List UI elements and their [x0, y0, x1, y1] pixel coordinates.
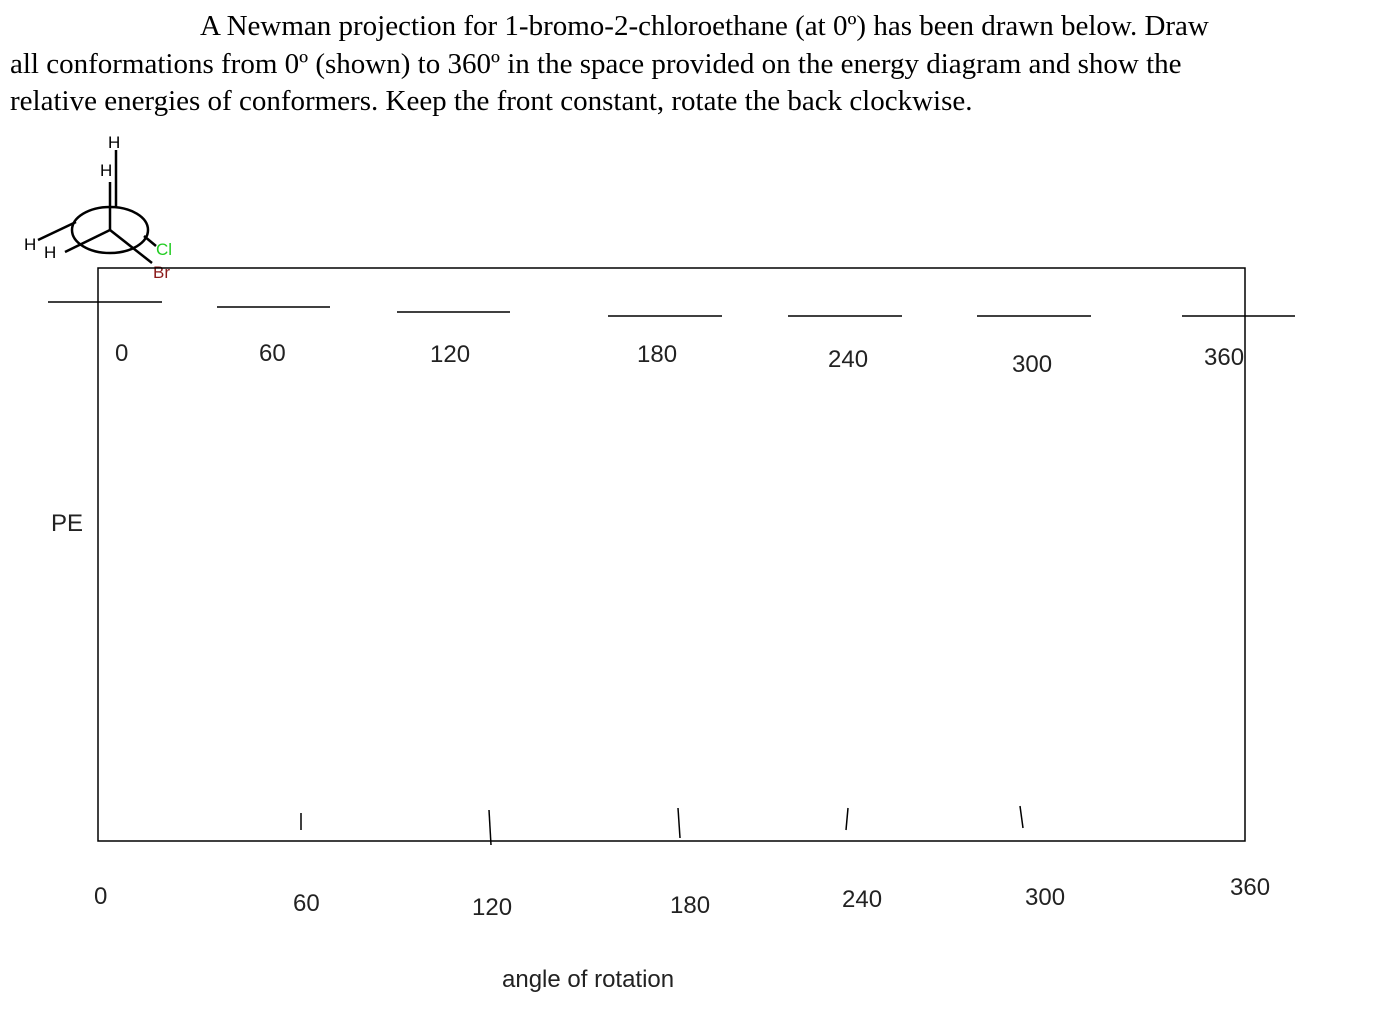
tick-marks — [300, 805, 1024, 846]
question-line-1: A Newman projection for 1-bromo-2-chloro… — [200, 10, 1209, 42]
tick-300 — [1019, 805, 1024, 829]
top-label-60: 60 — [259, 340, 286, 367]
front-bond-right — [109, 229, 153, 264]
atom-chlorine: Cl — [156, 240, 172, 259]
bottom-label-0: 0 — [94, 883, 107, 910]
atom-back-left: H — [24, 235, 36, 254]
question-line-3: relative energies of conformers. Keep th… — [10, 85, 973, 117]
bottom-label-300: 300 — [1025, 884, 1065, 911]
question-line-2: all conformations from 0º (shown) to 360… — [10, 47, 1182, 80]
y-axis-label: PE — [51, 510, 83, 537]
atom-bromine: Br — [153, 263, 170, 282]
top-label-240: 240 — [828, 346, 868, 373]
back-bond-right — [143, 235, 157, 247]
tick-240 — [845, 807, 849, 831]
newman-projection — [37, 150, 157, 264]
back-bond-left — [37, 220, 77, 242]
atom-back-top: H — [108, 133, 120, 152]
bottom-label-240: 240 — [842, 886, 882, 913]
bottom-label-180: 180 — [670, 892, 710, 919]
bottom-label-60: 60 — [293, 890, 320, 917]
tick-120 — [488, 809, 492, 846]
plot-frame — [97, 267, 1246, 842]
front-bond-left — [64, 228, 111, 254]
top-label-180: 180 — [637, 341, 677, 368]
top-label-300: 300 — [1012, 351, 1052, 378]
conformer-slots — [48, 301, 1295, 317]
top-label-120: 120 — [430, 341, 470, 368]
bottom-label-120: 120 — [472, 894, 512, 921]
atom-front-left: H — [44, 243, 56, 262]
bottom-label-360: 360 — [1230, 874, 1270, 901]
question-text: A Newman projection for 1-bromo-2-chloro… — [10, 8, 1370, 121]
top-label-360: 360 — [1204, 344, 1244, 371]
atom-front-top: H — [100, 161, 112, 180]
x-axis-label: angle of rotation — [502, 966, 674, 993]
top-label-0: 0 — [115, 340, 128, 367]
tick-180 — [677, 807, 681, 839]
